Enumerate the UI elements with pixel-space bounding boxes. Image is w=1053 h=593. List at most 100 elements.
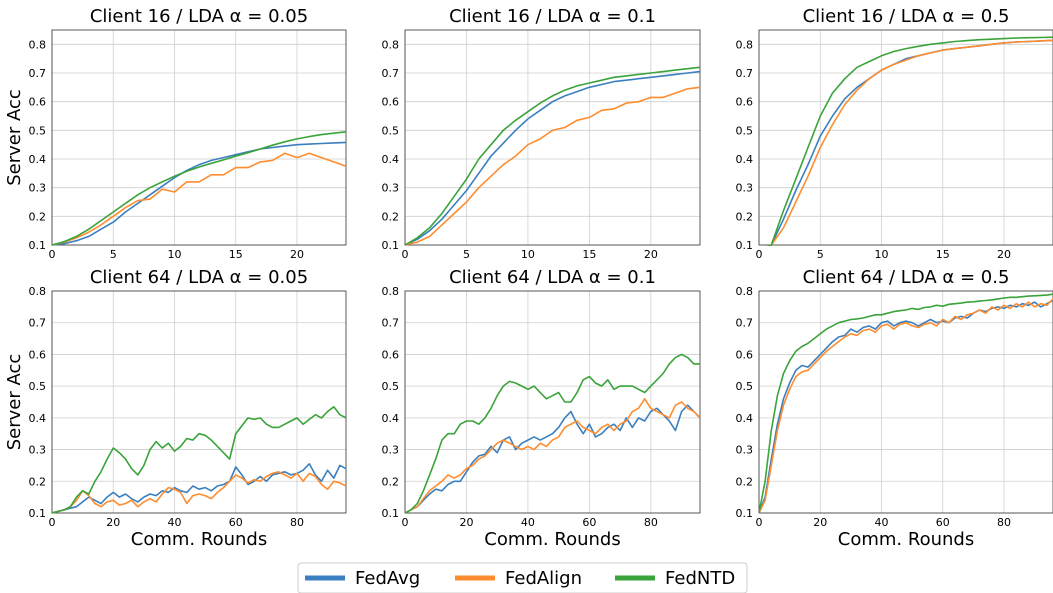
subplot-2: 0.1 0.2 0.3 0.4 0.5 0.6 0.7 0.8 0 5 10 15 20 Client 1… bbox=[382, 6, 701, 261]
plot-frame bbox=[405, 291, 700, 513]
y-tick-label: 0.6 bbox=[382, 348, 400, 361]
y-tick-label: 0.4 bbox=[29, 153, 47, 166]
x-tick-label: 20 bbox=[459, 516, 473, 529]
y-tick-label: 0.3 bbox=[29, 444, 47, 457]
x-tick-label: 60 bbox=[229, 516, 243, 529]
subplot-title: Client 16 / LDA α = 0.1 bbox=[449, 6, 656, 27]
x-tick-label: 10 bbox=[521, 248, 535, 261]
x-tick-label: 80 bbox=[644, 516, 658, 529]
y-tick-label: 0.2 bbox=[29, 210, 47, 223]
y-tick-label: 0.8 bbox=[382, 285, 400, 298]
x-axis-label: Comm. Rounds bbox=[838, 529, 974, 550]
y-tick-label: 0.2 bbox=[29, 475, 47, 488]
subplot-1: 0.1 0.2 0.3 0.4 0.5 0.6 0.7 0.8 0 5 10 15 20 Client 1… bbox=[4, 6, 346, 261]
subplot-4: 0.1 0.2 0.3 0.4 0.5 0.6 0.7 0.8 0 20 40 60 80 Client … bbox=[4, 267, 346, 550]
legend: FedAvg FedAlign FedNTD bbox=[298, 563, 747, 593]
y-tick-label: 0.5 bbox=[29, 124, 47, 137]
y-tick-label: 0.5 bbox=[736, 124, 754, 137]
subplot-title: Client 64 / LDA α = 0.5 bbox=[803, 267, 1010, 288]
x-tick-label: 0 bbox=[49, 516, 56, 529]
y-tick-label: 0.6 bbox=[29, 96, 47, 109]
x-tick-label: 5 bbox=[817, 248, 824, 261]
y-tick-label: 0.5 bbox=[382, 124, 400, 137]
subplot-title: Client 64 / LDA α = 0.1 bbox=[449, 267, 656, 288]
y-tick-label: 0.7 bbox=[382, 67, 400, 80]
x-tick-label: 40 bbox=[521, 516, 535, 529]
y-tick-label: 0.8 bbox=[29, 38, 47, 51]
x-tick-label: 80 bbox=[290, 516, 304, 529]
y-axis-label: Server Acc bbox=[4, 354, 25, 451]
y-tick-label: 0.3 bbox=[736, 182, 754, 195]
y-tick-label: 0.2 bbox=[736, 210, 754, 223]
y-tick-label: 0.6 bbox=[736, 348, 754, 361]
x-tick-label: 60 bbox=[582, 516, 596, 529]
y-tick-label: 0.4 bbox=[29, 412, 47, 425]
y-tick-label: 0.6 bbox=[382, 96, 400, 109]
plot-frame bbox=[405, 30, 700, 245]
subplot-title: Client 16 / LDA α = 0.5 bbox=[803, 6, 1010, 27]
x-tick-label: 0 bbox=[402, 516, 409, 529]
series-line-fedalign bbox=[405, 87, 700, 245]
x-tick-label: 60 bbox=[936, 516, 950, 529]
y-tick-label: 0.5 bbox=[736, 380, 754, 393]
x-tick-label: 0 bbox=[756, 516, 763, 529]
x-axis-label: Comm. Rounds bbox=[131, 529, 267, 550]
plot-frame bbox=[759, 30, 1053, 245]
y-tick-label: 0.3 bbox=[736, 444, 754, 457]
y-tick-label: 0.1 bbox=[736, 507, 754, 520]
subplot-title: Client 16 / LDA α = 0.05 bbox=[90, 6, 308, 27]
y-tick-label: 0.4 bbox=[382, 153, 400, 166]
x-tick-label: 10 bbox=[875, 248, 889, 261]
x-tick-label: 40 bbox=[875, 516, 889, 529]
y-tick-label: 0.7 bbox=[736, 317, 754, 330]
y-tick-label: 0.8 bbox=[736, 285, 754, 298]
x-tick-label: 20 bbox=[106, 516, 120, 529]
x-tick-label: 15 bbox=[229, 248, 243, 261]
y-tick-label: 0.3 bbox=[382, 182, 400, 195]
x-tick-label: 0 bbox=[49, 248, 56, 261]
legend-label: FedAvg bbox=[355, 568, 420, 589]
y-tick-label: 0.1 bbox=[382, 239, 400, 252]
legend-label: FedAlign bbox=[505, 568, 582, 589]
y-tick-label: 0.2 bbox=[382, 210, 400, 223]
y-tick-label: 0.7 bbox=[382, 317, 400, 330]
y-tick-label: 0.4 bbox=[736, 153, 754, 166]
y-tick-label: 0.2 bbox=[382, 475, 400, 488]
x-tick-label: 5 bbox=[463, 248, 470, 261]
series-line-fedavg bbox=[52, 464, 346, 513]
y-tick-label: 0.8 bbox=[29, 285, 47, 298]
x-tick-label: 20 bbox=[290, 248, 304, 261]
series-line-fedalign bbox=[759, 299, 1053, 513]
y-tick-label: 0.3 bbox=[29, 182, 47, 195]
y-tick-label: 0.5 bbox=[29, 380, 47, 393]
series-line-fedalign bbox=[405, 399, 700, 513]
subplot-5: 0.1 0.2 0.3 0.4 0.5 0.6 0.7 0.8 0 20 40 60 80 Client … bbox=[382, 267, 701, 550]
y-tick-label: 0.7 bbox=[29, 67, 47, 80]
legend-label: FedNTD bbox=[665, 568, 735, 589]
subplot-6: 0.10.20.30.40.50.60.70.80 20 40 60 80Client … bbox=[736, 267, 1053, 550]
x-tick-label: 20 bbox=[997, 248, 1011, 261]
subplot-title: Client 64 / LDA α = 0.05 bbox=[90, 267, 308, 288]
series-line-fedavg bbox=[759, 40, 1053, 250]
y-tick-label: 0.6 bbox=[29, 348, 47, 361]
series-line-fedntd bbox=[759, 37, 1053, 251]
plot-frame bbox=[759, 291, 1053, 513]
y-tick-label: 0.1 bbox=[29, 507, 47, 520]
series-line-fedavg bbox=[405, 405, 700, 513]
y-tick-label: 0.3 bbox=[382, 444, 400, 457]
series-line-fedalign bbox=[759, 40, 1053, 250]
subplot-3: 0.1 0.2 0.3 0.4 0.5 0.6 0.7 0.8 0 5 10 15 20 Client 1… bbox=[736, 6, 1053, 261]
x-axis-label: Comm. Rounds bbox=[484, 529, 620, 550]
y-tick-label: 0.1 bbox=[382, 507, 400, 520]
x-tick-label: 0 bbox=[402, 248, 409, 261]
y-tick-label: 0.2 bbox=[736, 475, 754, 488]
x-tick-label: 80 bbox=[997, 516, 1011, 529]
x-tick-label: 20 bbox=[644, 248, 658, 261]
x-tick-label: 15 bbox=[582, 248, 596, 261]
y-tick-label: 0.1 bbox=[736, 239, 754, 252]
x-tick-label: 10 bbox=[168, 248, 182, 261]
y-tick-label: 0.4 bbox=[736, 412, 754, 425]
x-tick-label: 15 bbox=[936, 248, 950, 261]
series-line-fedavg bbox=[52, 142, 346, 245]
